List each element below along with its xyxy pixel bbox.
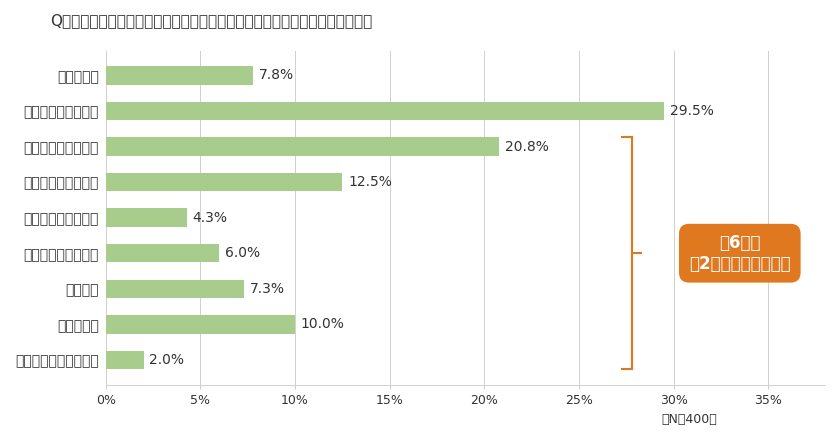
Bar xyxy=(106,244,219,262)
Bar xyxy=(106,208,187,227)
Bar xyxy=(106,351,144,369)
Text: 20.8%: 20.8% xyxy=(505,139,549,154)
Text: 6.0%: 6.0% xyxy=(225,246,260,260)
Text: 29.5%: 29.5% xyxy=(669,104,714,118)
Bar xyxy=(106,173,343,191)
Text: （N＝400）: （N＝400） xyxy=(661,413,717,426)
Text: 12.5%: 12.5% xyxy=(348,175,392,189)
Bar xyxy=(106,315,295,333)
Text: Q６：オリーブオイルを開栓してからどのくらいで使い切りますか？（ＳＡ）: Q６：オリーブオイルを開栓してからどのくらいで使い切りますか？（ＳＡ） xyxy=(50,13,373,28)
Text: 7.8%: 7.8% xyxy=(259,68,294,83)
Text: 7.3%: 7.3% xyxy=(249,282,285,296)
Bar xyxy=(106,66,254,85)
Text: 10.0%: 10.0% xyxy=(301,317,344,331)
Bar xyxy=(106,137,500,156)
Text: 2.0%: 2.0% xyxy=(150,353,184,367)
Bar xyxy=(106,102,664,120)
Text: 4.3%: 4.3% xyxy=(192,210,228,225)
Bar xyxy=(106,280,244,298)
Text: 約6割が
「2カ月以上かかる」: 約6割が 「2カ月以上かかる」 xyxy=(689,234,790,273)
